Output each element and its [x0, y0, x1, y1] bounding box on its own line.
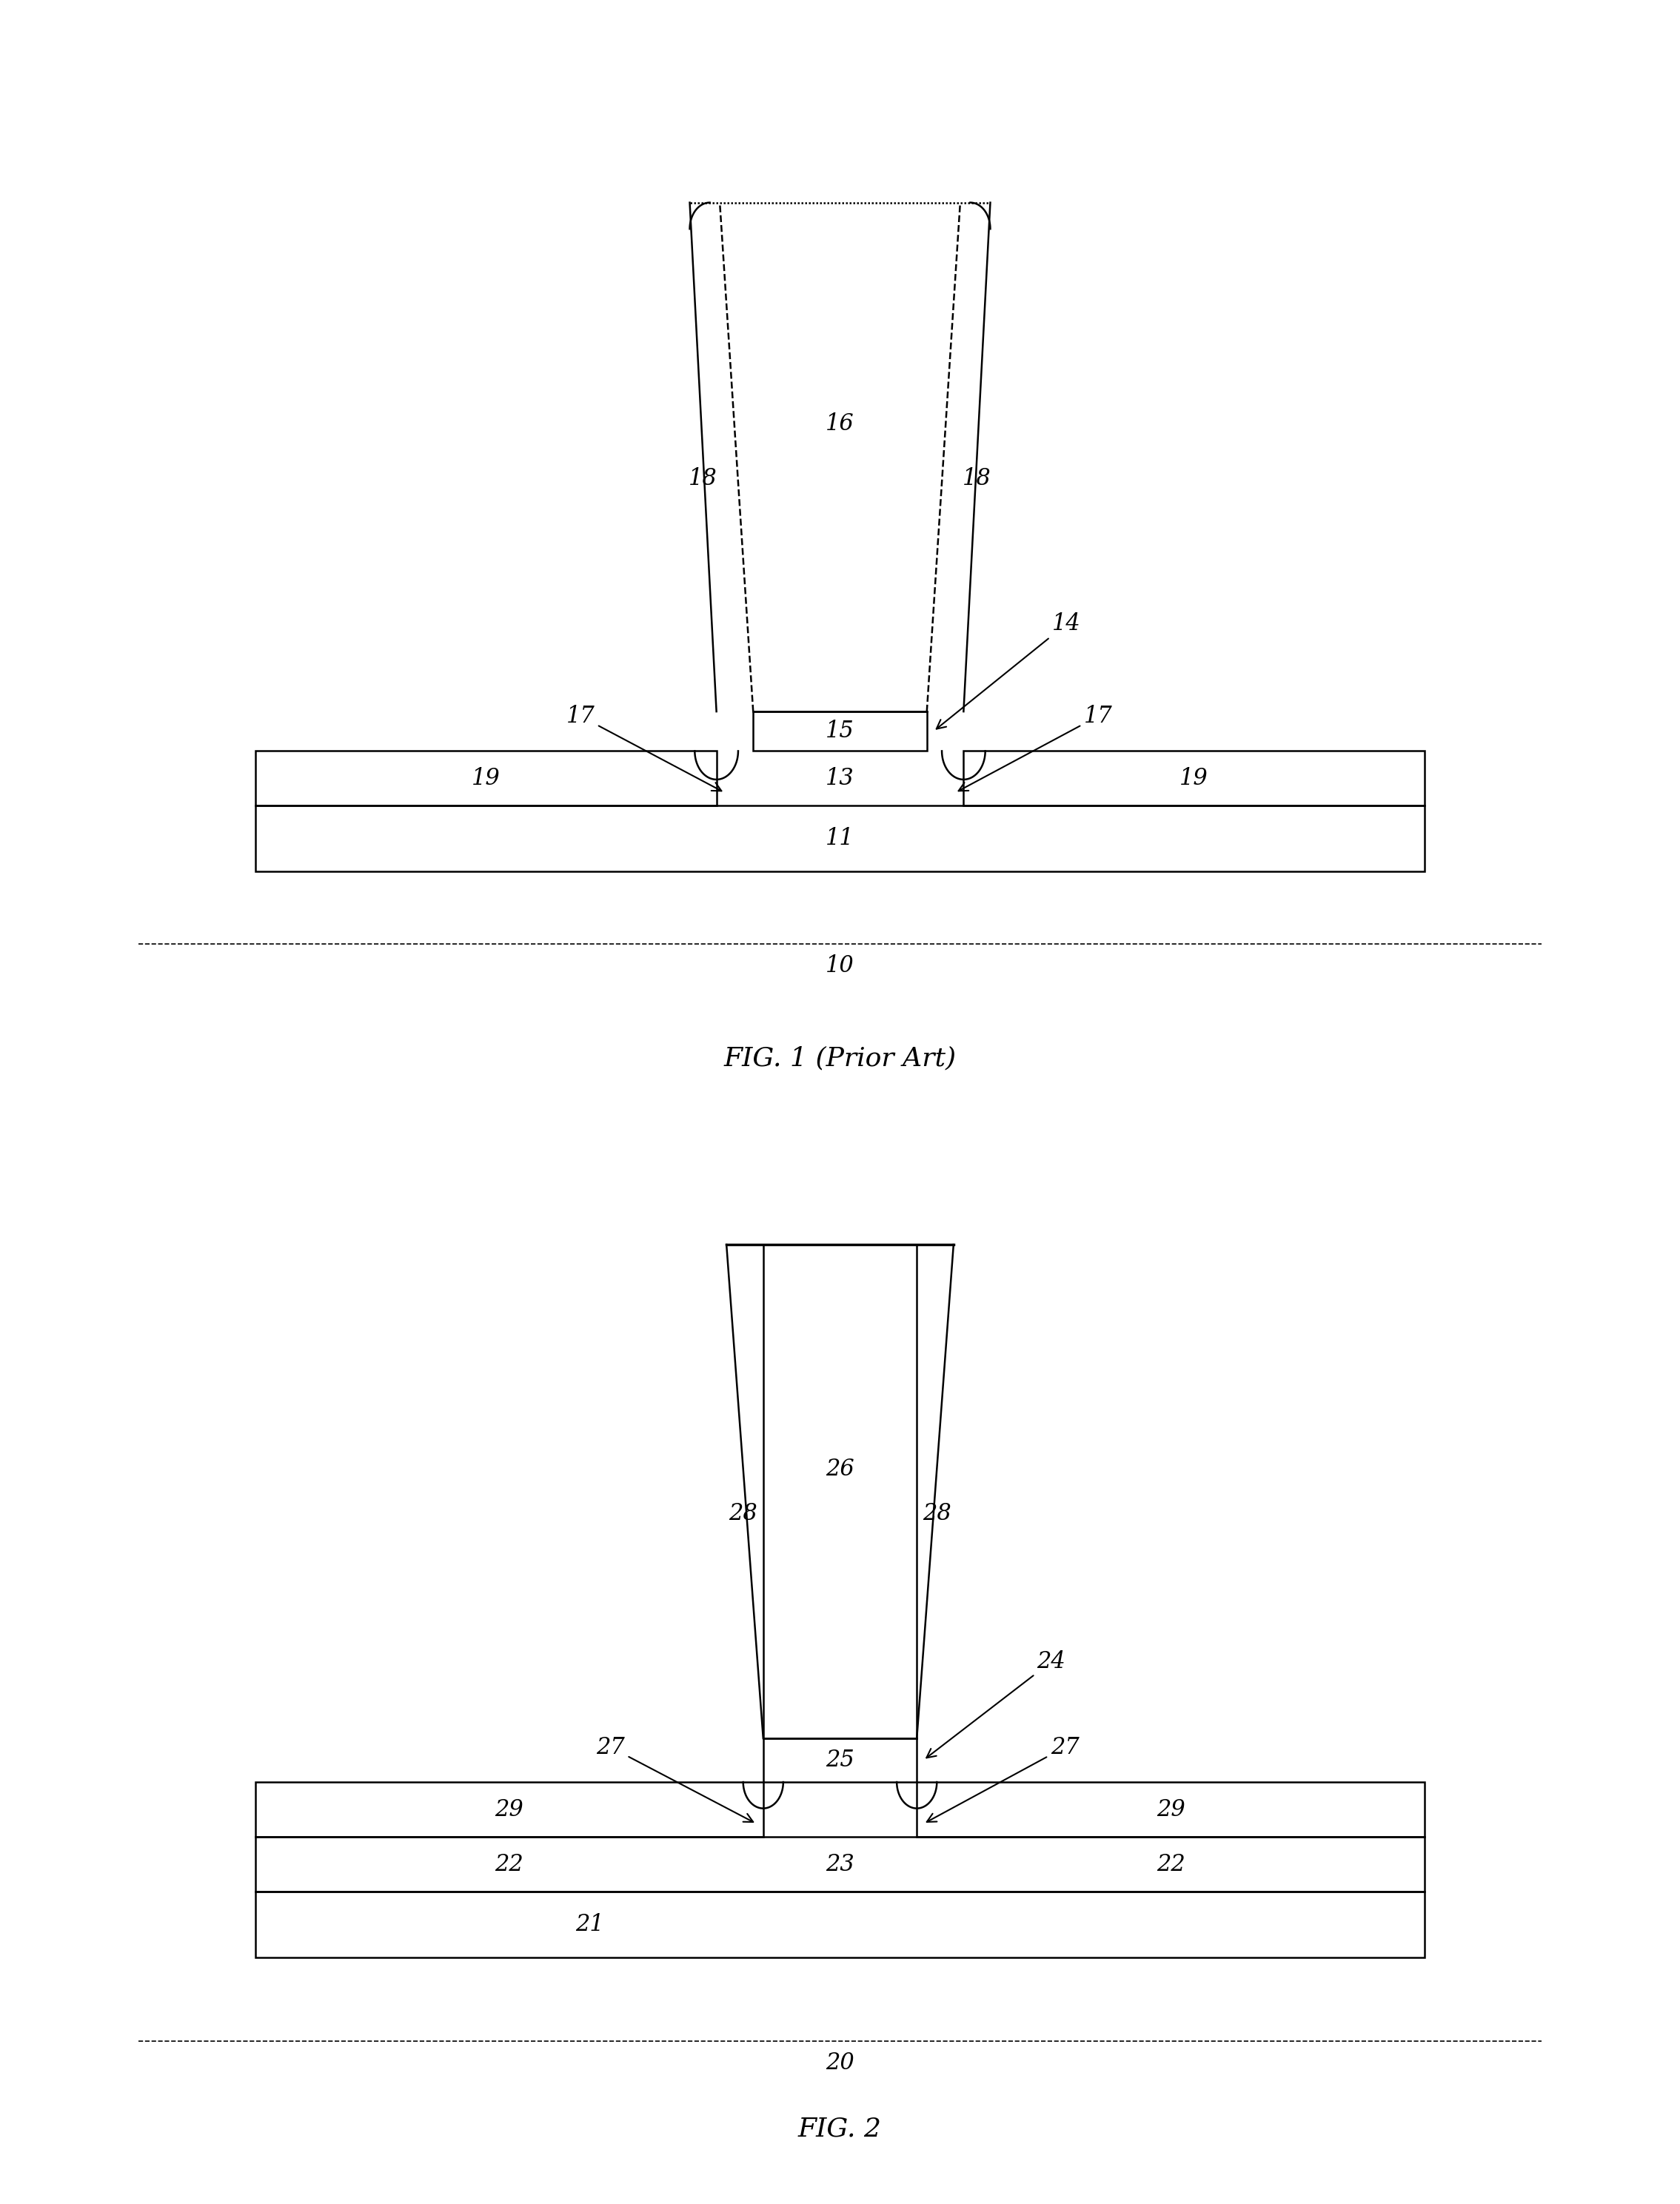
Bar: [917, 1783, 1425, 1836]
Text: 29: 29: [496, 1798, 524, 1821]
Bar: [255, 807, 1425, 871]
Bar: [255, 1891, 1425, 1957]
Text: 19: 19: [1179, 767, 1208, 789]
Text: 18: 18: [963, 467, 991, 491]
Text: 28: 28: [922, 1501, 951, 1525]
Text: 26: 26: [825, 1459, 855, 1481]
Bar: [964, 752, 1425, 807]
Text: 15: 15: [825, 721, 855, 743]
Text: 14: 14: [936, 613, 1080, 730]
Text: FIG. 2: FIG. 2: [798, 2116, 882, 2142]
Bar: [255, 1836, 1425, 1891]
Text: 27: 27: [596, 1737, 753, 1823]
Bar: [255, 1783, 763, 1836]
Bar: [255, 752, 716, 807]
Text: 13: 13: [825, 767, 855, 789]
Text: 10: 10: [825, 954, 855, 976]
Text: 21: 21: [575, 1913, 603, 1935]
Text: 17: 17: [566, 705, 721, 791]
Text: 23: 23: [825, 1854, 855, 1876]
Bar: [763, 1739, 917, 1783]
Text: 17: 17: [959, 705, 1112, 791]
Text: 16: 16: [825, 412, 855, 436]
Text: 25: 25: [825, 1748, 855, 1772]
Text: 20: 20: [825, 2052, 855, 2074]
Text: 24: 24: [926, 1651, 1065, 1759]
Text: 22: 22: [496, 1854, 524, 1876]
Text: 27: 27: [927, 1737, 1079, 1823]
Text: 22: 22: [1156, 1854, 1184, 1876]
Text: 11: 11: [825, 826, 855, 851]
Text: 29: 29: [1156, 1798, 1184, 1821]
Text: 19: 19: [472, 767, 501, 789]
Text: 18: 18: [689, 467, 717, 491]
Bar: [753, 712, 927, 752]
Text: FIG. 1 (Prior Art): FIG. 1 (Prior Art): [724, 1045, 956, 1071]
Text: 28: 28: [729, 1501, 758, 1525]
